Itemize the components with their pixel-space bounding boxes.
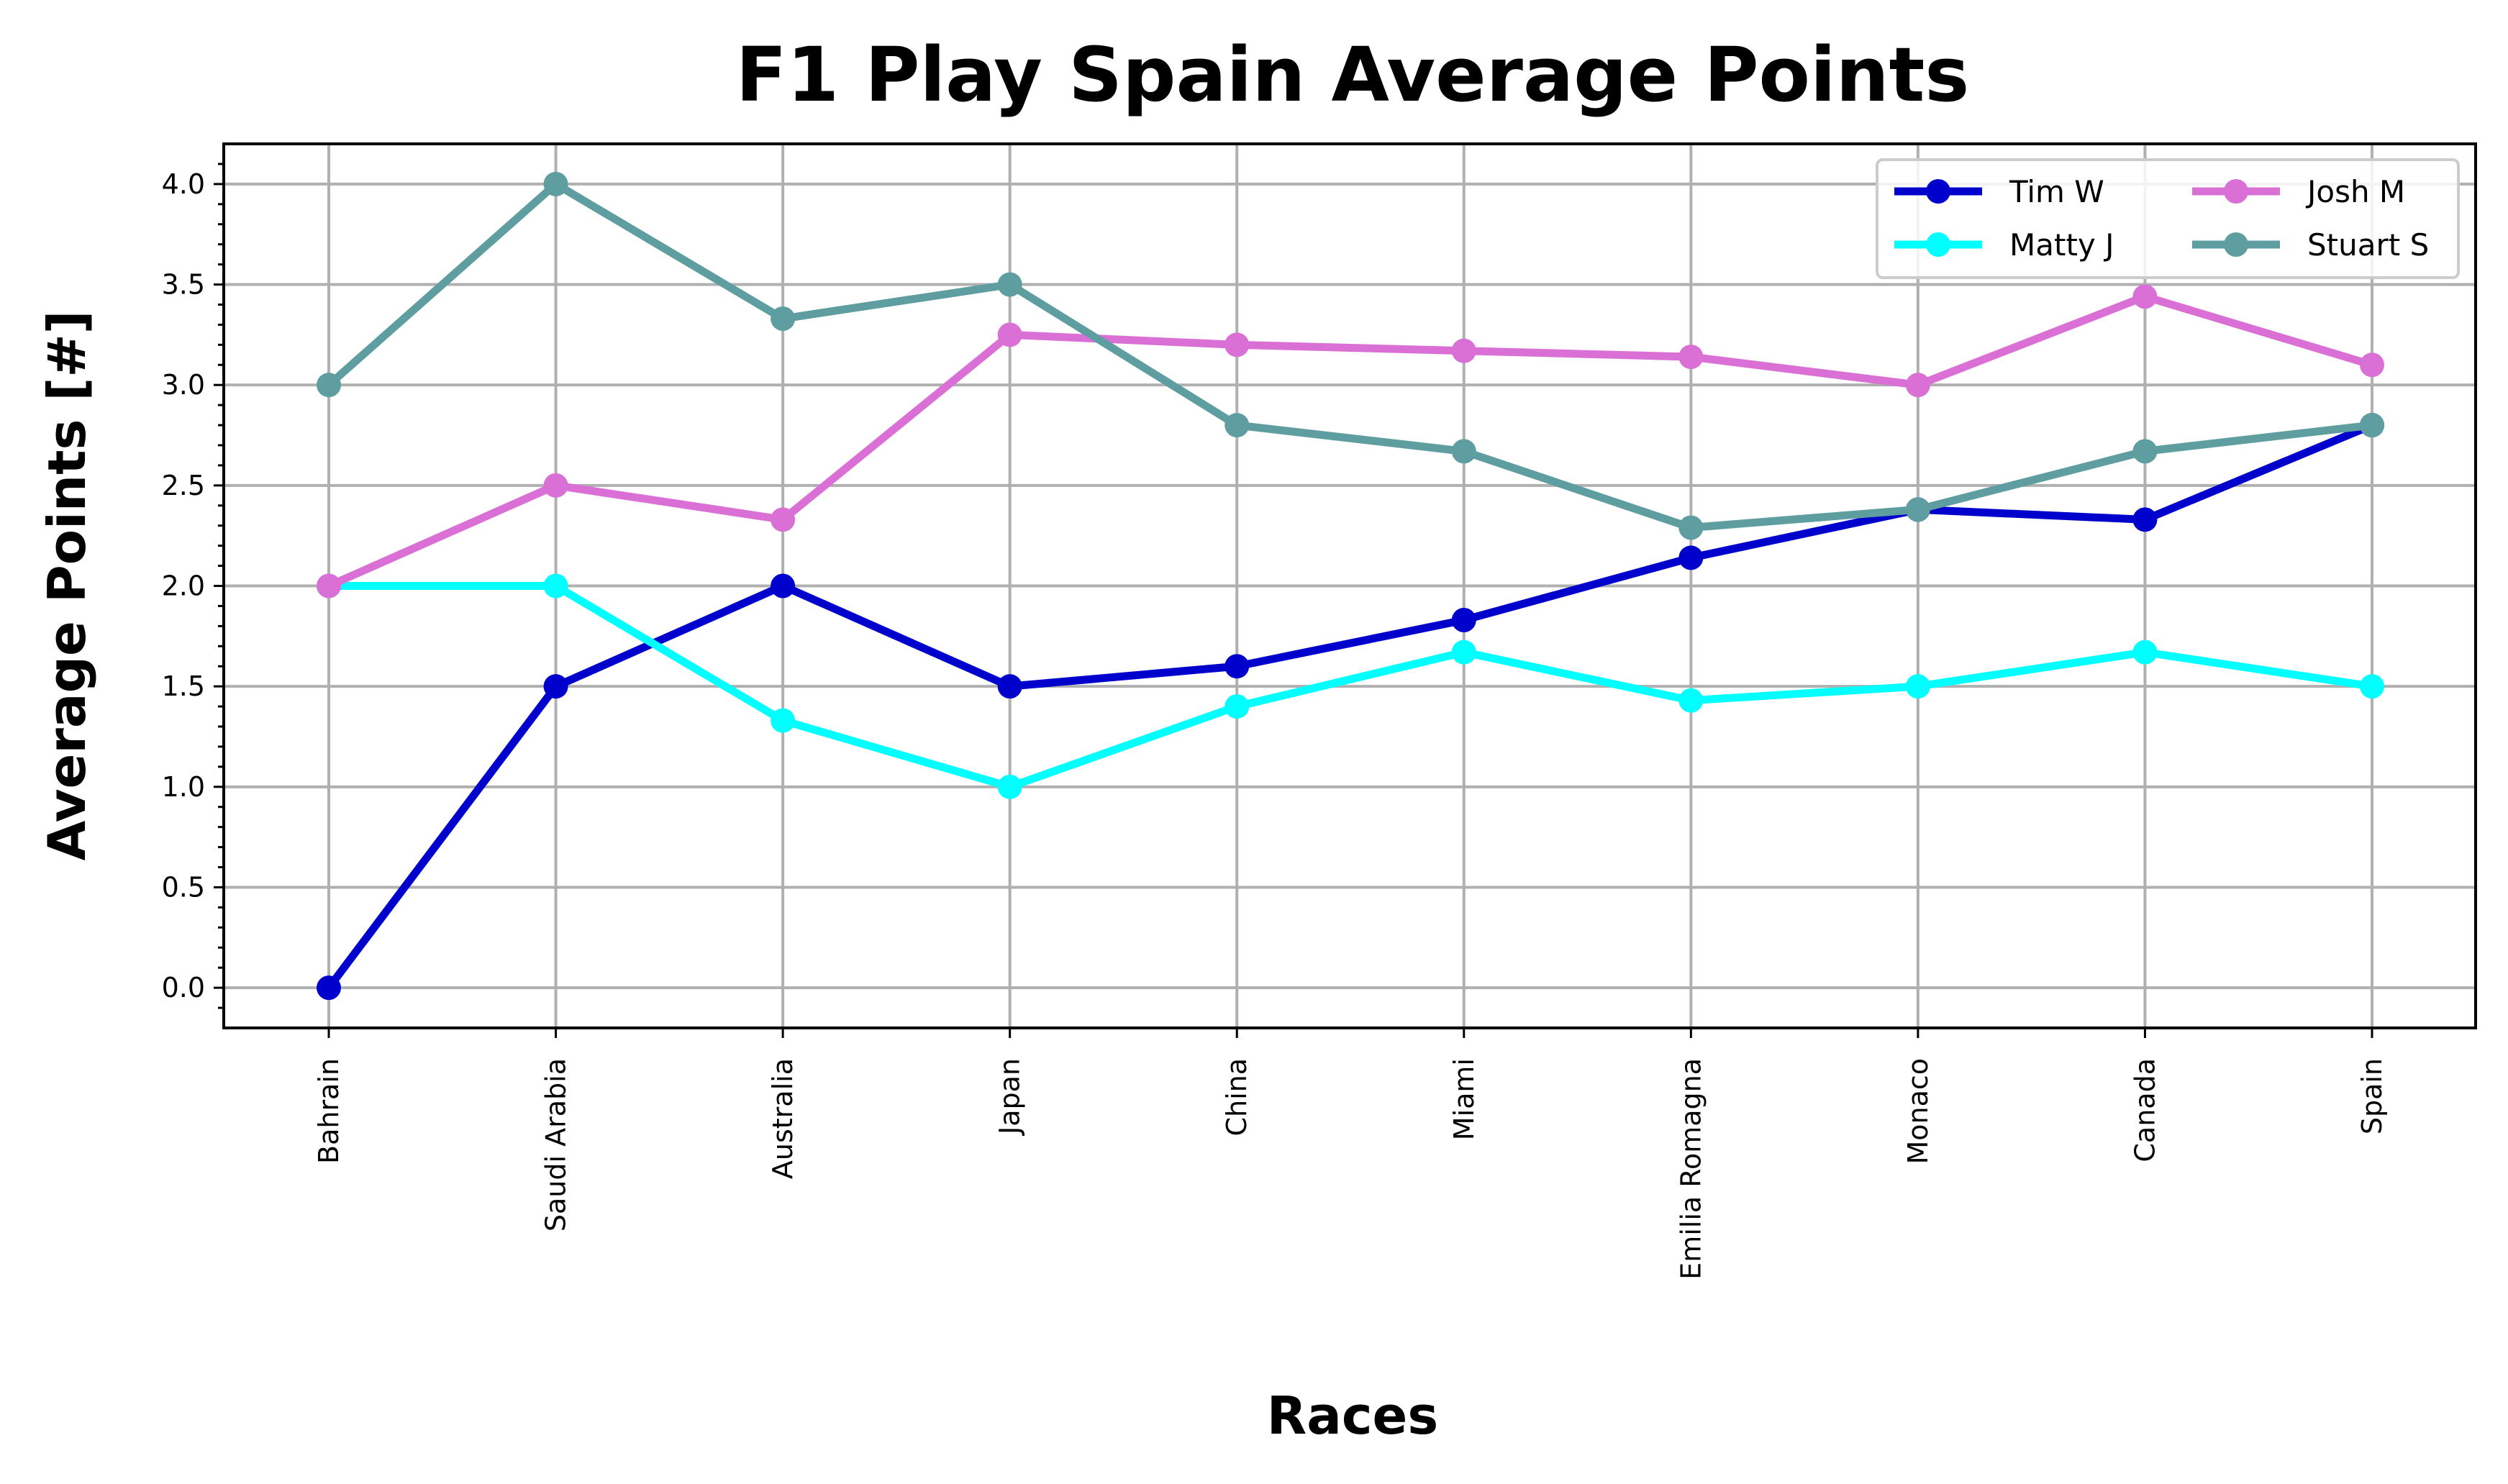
- data-point-josh-m: [1678, 345, 1704, 370]
- data-point-josh-m: [1451, 338, 1476, 363]
- y-tick-label: 1.0: [162, 771, 205, 803]
- data-point-matty-j: [2132, 639, 2158, 665]
- legend-swatch-marker: [2224, 232, 2248, 257]
- data-point-matty-j: [771, 708, 796, 733]
- data-point-stuart-s: [1905, 497, 1930, 522]
- series-tim-w: [317, 413, 2384, 1001]
- data-point-stuart-s: [997, 272, 1022, 297]
- x-tick-label: Canada: [2129, 1058, 2161, 1162]
- data-point-tim-w: [317, 975, 341, 1001]
- data-point-stuart-s: [1678, 515, 1704, 540]
- y-tick-label: 3.5: [162, 269, 205, 301]
- data-point-matty-j: [1905, 674, 1930, 699]
- data-point-matty-j: [1451, 639, 1476, 665]
- x-tick-label: Saudi Arabia: [540, 1058, 572, 1232]
- data-point-josh-m: [317, 573, 341, 598]
- legend-label: Tim W: [2009, 174, 2104, 209]
- series-group: [317, 171, 2384, 1001]
- axis-ticks: Bahrain Saudi Arabia Australia Japan China Mi…: [162, 163, 2388, 1280]
- x-tick-label: Bahrain: [313, 1058, 345, 1164]
- plot-frame: [222, 142, 2477, 1029]
- legend: Tim W Matty J Josh M Stuart S: [1876, 158, 2460, 279]
- data-point-josh-m: [1905, 373, 1930, 398]
- y-tick-label: 2.5: [162, 470, 205, 501]
- data-point-stuart-s: [2132, 439, 2158, 464]
- y-tick-label: 4.0: [162, 168, 205, 200]
- data-point-josh-m: [543, 473, 568, 498]
- x-tick-label: Australia: [767, 1058, 799, 1179]
- data-point-matty-j: [2360, 674, 2384, 699]
- series-josh-m: [317, 284, 2384, 598]
- data-point-tim-w: [1225, 654, 1250, 679]
- data-point-stuart-s: [543, 171, 568, 196]
- legend-swatch-marker: [1926, 179, 1950, 204]
- y-tick-label: 1.5: [162, 670, 205, 702]
- data-point-josh-m: [771, 507, 796, 532]
- y-tick-label: 3.0: [162, 369, 205, 401]
- data-point-matty-j: [543, 573, 568, 598]
- data-point-matty-j: [1225, 694, 1250, 719]
- data-point-tim-w: [997, 674, 1022, 699]
- x-tick-label: Emilia Romagna: [1675, 1058, 1707, 1280]
- grid: [224, 144, 2476, 1028]
- data-point-josh-m: [2360, 352, 2384, 378]
- legend-swatch-marker: [2224, 179, 2248, 204]
- series-line-tim-w: [324, 421, 2376, 992]
- series-line-stuart-s: [324, 180, 2376, 532]
- y-axis-label: Average Points [#]: [37, 310, 97, 860]
- data-point-tim-w: [771, 573, 796, 598]
- x-tick-label: Monaco: [1902, 1058, 1934, 1165]
- legend-swatch-marker: [1926, 232, 1950, 257]
- x-tick-label: Miami: [1448, 1058, 1480, 1140]
- legend-label: Stuart S: [2307, 227, 2429, 263]
- x-tick-label: China: [1221, 1058, 1253, 1137]
- data-point-tim-w: [1451, 607, 1476, 632]
- data-point-tim-w: [1678, 545, 1704, 570]
- data-point-stuart-s: [317, 373, 341, 398]
- data-point-tim-w: [2132, 507, 2158, 532]
- x-tick-label: Spain: [2356, 1058, 2388, 1134]
- x-axis-label: Races: [1267, 1385, 1438, 1446]
- x-tick-label: Japan: [994, 1058, 1026, 1136]
- data-point-stuart-s: [771, 306, 796, 332]
- series-line-josh-m: [324, 292, 2376, 590]
- data-point-josh-m: [997, 322, 1022, 347]
- data-point-matty-j: [997, 774, 1022, 799]
- data-point-matty-j: [1678, 688, 1704, 713]
- data-point-stuart-s: [2360, 413, 2384, 438]
- data-point-stuart-s: [1451, 439, 1476, 464]
- y-tick-label: 0.0: [162, 972, 205, 1003]
- y-tick-label: 2.0: [162, 570, 205, 602]
- data-point-josh-m: [1225, 332, 1250, 358]
- data-point-stuart-s: [1225, 413, 1250, 438]
- data-point-tim-w: [543, 674, 568, 699]
- data-point-josh-m: [2132, 284, 2158, 309]
- series-stuart-s: [317, 171, 2384, 540]
- legend-box: [1876, 158, 2460, 279]
- y-tick-label: 0.5: [162, 871, 205, 903]
- legend-label: Matty J: [2009, 227, 2114, 263]
- chart-title: F1 Play Spain Average Points: [736, 31, 1970, 119]
- legend-label: Josh M: [2305, 174, 2405, 209]
- series-line-matty-j: [324, 582, 2376, 791]
